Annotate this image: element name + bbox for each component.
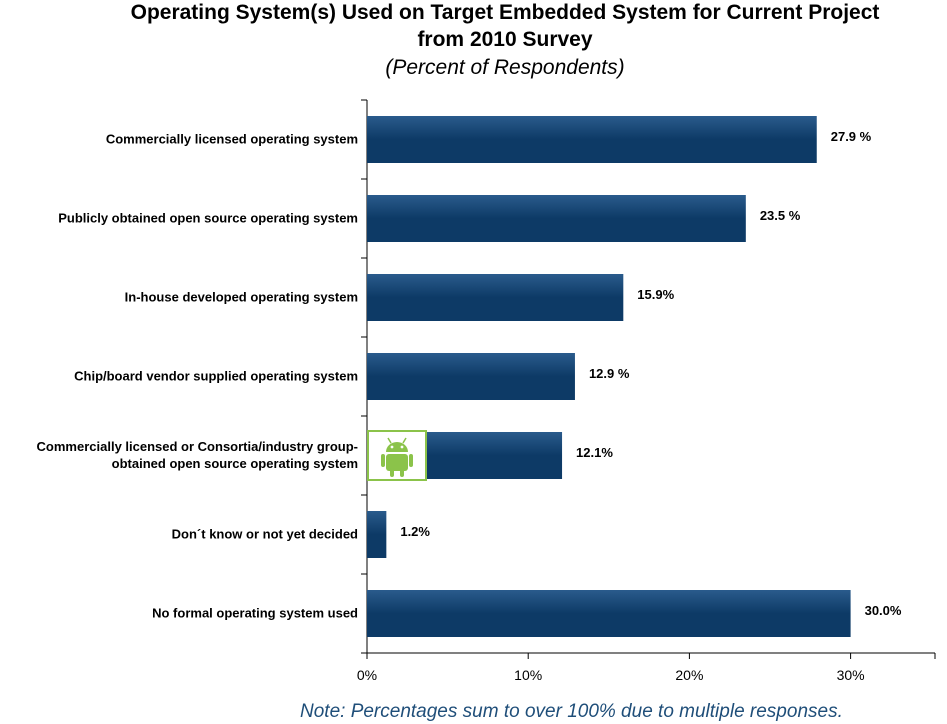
bar [367, 353, 575, 400]
android-eye [400, 445, 404, 449]
data-label: 1.2% [400, 524, 430, 539]
category-label: Don´t know or not yet decided [172, 527, 358, 542]
android-antenna [402, 437, 407, 444]
data-label: 30.0% [865, 603, 902, 618]
label-layer: 27.9 % Commercially licensed operating sy… [37, 129, 902, 621]
bar [367, 195, 746, 242]
category-label: In-house developed operating system [125, 290, 358, 305]
android-head [386, 442, 408, 452]
category-label: No formal operating system used [152, 606, 358, 621]
x-tick-label: 30% [837, 667, 865, 683]
x-tick-label: 0% [357, 667, 377, 683]
chart-subtitle: (Percent of Respondents) [385, 56, 625, 79]
android-body [386, 454, 408, 471]
android-eye [390, 445, 394, 449]
android-leg [400, 468, 404, 477]
android-leg [390, 468, 394, 477]
bar [367, 511, 387, 558]
data-label: 12.9 % [589, 366, 630, 381]
data-label: 15.9% [637, 287, 674, 302]
android-arm [381, 454, 385, 467]
android-icon [367, 430, 427, 481]
android-antenna [387, 437, 392, 444]
category-label: Commercially licensed or Consortia/indus… [37, 439, 358, 471]
category-label: Chip/board vendor supplied operating sys… [74, 369, 358, 384]
category-label: Commercially licensed operating system [106, 132, 358, 147]
footnote: Note: Percentages sum to over 100% due t… [300, 701, 843, 722]
chart-title-line2: from 2010 Survey [417, 28, 593, 51]
category-label: Publicly obtained open source operating … [58, 211, 358, 226]
x-tick-label: 10% [514, 667, 542, 683]
chart-title: Operating System(s) Used on Target Embed… [130, 1, 880, 24]
data-label: 12.1% [576, 445, 613, 460]
bar [367, 116, 817, 163]
bar [367, 590, 851, 637]
x-tick-label: 20% [675, 667, 703, 683]
android-arm [409, 454, 413, 467]
bar [367, 274, 624, 321]
data-label: 27.9 % [831, 129, 872, 144]
data-label: 23.5 % [760, 208, 801, 223]
